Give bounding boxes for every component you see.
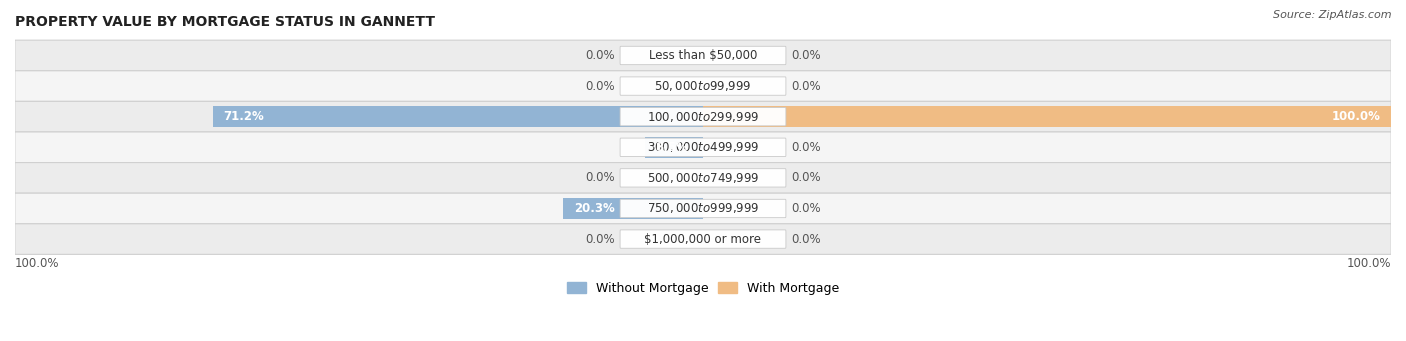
FancyBboxPatch shape — [620, 138, 786, 157]
FancyBboxPatch shape — [620, 169, 786, 187]
Text: 0.0%: 0.0% — [585, 233, 614, 246]
Text: 71.2%: 71.2% — [224, 110, 264, 123]
Text: $750,000 to $999,999: $750,000 to $999,999 — [647, 202, 759, 216]
Text: $500,000 to $749,999: $500,000 to $749,999 — [647, 171, 759, 185]
FancyBboxPatch shape — [15, 71, 1391, 101]
FancyBboxPatch shape — [15, 163, 1391, 193]
Text: 0.0%: 0.0% — [585, 172, 614, 184]
Text: 100.0%: 100.0% — [15, 257, 59, 270]
Text: 100.0%: 100.0% — [1331, 110, 1381, 123]
Text: 100.0%: 100.0% — [1347, 257, 1391, 270]
Text: 0.0%: 0.0% — [585, 49, 614, 62]
FancyBboxPatch shape — [15, 224, 1391, 254]
FancyBboxPatch shape — [620, 46, 786, 65]
Bar — [564, 198, 703, 219]
Text: 8.5%: 8.5% — [655, 141, 688, 154]
Bar — [703, 106, 1391, 127]
Text: 0.0%: 0.0% — [792, 233, 821, 246]
FancyBboxPatch shape — [620, 107, 786, 126]
Bar — [644, 137, 703, 158]
Text: 20.3%: 20.3% — [574, 202, 614, 215]
Text: 0.0%: 0.0% — [792, 49, 821, 62]
Legend: Without Mortgage, With Mortgage: Without Mortgage, With Mortgage — [562, 277, 844, 300]
Text: PROPERTY VALUE BY MORTGAGE STATUS IN GANNETT: PROPERTY VALUE BY MORTGAGE STATUS IN GAN… — [15, 15, 434, 29]
Text: 0.0%: 0.0% — [792, 79, 821, 92]
Text: $50,000 to $99,999: $50,000 to $99,999 — [654, 79, 752, 93]
Bar — [214, 106, 703, 127]
Text: 0.0%: 0.0% — [792, 172, 821, 184]
FancyBboxPatch shape — [15, 132, 1391, 163]
FancyBboxPatch shape — [620, 199, 786, 218]
Text: 0.0%: 0.0% — [792, 202, 821, 215]
FancyBboxPatch shape — [620, 230, 786, 248]
FancyBboxPatch shape — [620, 77, 786, 95]
Text: $100,000 to $299,999: $100,000 to $299,999 — [647, 110, 759, 124]
Text: $1,000,000 or more: $1,000,000 or more — [644, 233, 762, 246]
Text: Source: ZipAtlas.com: Source: ZipAtlas.com — [1274, 10, 1392, 20]
Text: Less than $50,000: Less than $50,000 — [648, 49, 758, 62]
FancyBboxPatch shape — [15, 101, 1391, 132]
FancyBboxPatch shape — [15, 193, 1391, 224]
Text: $300,000 to $499,999: $300,000 to $499,999 — [647, 140, 759, 154]
FancyBboxPatch shape — [15, 40, 1391, 71]
Text: 0.0%: 0.0% — [792, 141, 821, 154]
Text: 0.0%: 0.0% — [585, 79, 614, 92]
